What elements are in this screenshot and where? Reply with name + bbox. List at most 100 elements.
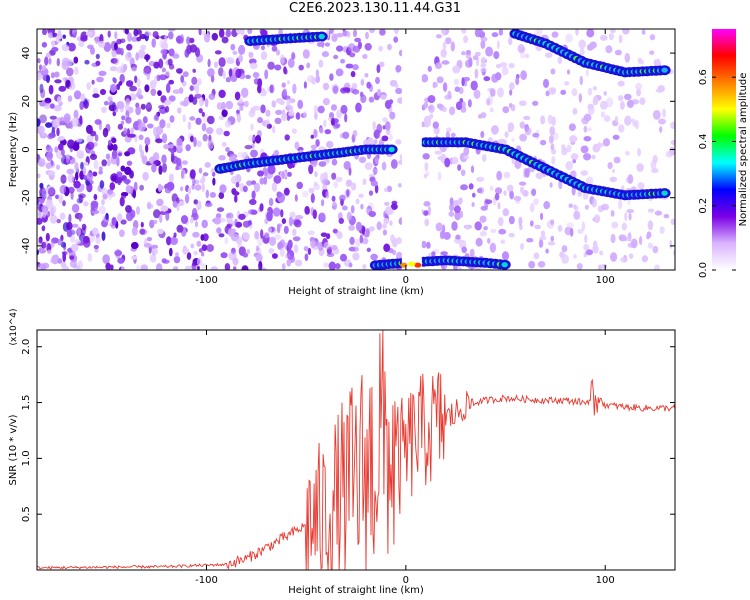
noise-speckle — [50, 72, 55, 79]
noise-speckle — [56, 218, 61, 224]
noise-speckle — [583, 113, 592, 122]
noise-speckle — [626, 209, 635, 214]
noise-speckle — [584, 204, 590, 210]
noise-speckle — [355, 238, 361, 247]
noise-speckle — [423, 201, 431, 207]
noise-speckle — [214, 50, 222, 55]
noise-speckle — [114, 250, 122, 257]
noise-speckle — [381, 161, 387, 171]
noise-speckle — [322, 97, 330, 106]
noise-speckle — [280, 54, 285, 64]
noise-speckle — [90, 202, 99, 212]
noise-speckle — [252, 72, 260, 78]
noise-speckle — [86, 82, 91, 90]
noise-speckle — [110, 58, 118, 64]
noise-speckle — [144, 137, 151, 146]
noise-speckle — [331, 195, 336, 202]
noise-speckle — [503, 171, 511, 179]
noise-speckle — [52, 119, 60, 128]
noise-speckle — [428, 104, 435, 113]
noise-speckle — [515, 196, 521, 204]
noise-speckle — [261, 45, 265, 51]
noise-speckle — [73, 263, 77, 269]
noise-speckle — [201, 183, 205, 192]
noise-speckle — [275, 109, 283, 115]
noise-speckle — [296, 181, 303, 190]
noise-speckle — [524, 127, 532, 136]
noise-speckle — [120, 165, 126, 172]
noise-speckle — [565, 33, 573, 43]
noise-speckle — [314, 181, 318, 187]
noise-speckle — [141, 155, 148, 165]
noise-speckle — [198, 29, 202, 36]
noise-speckle — [277, 241, 284, 250]
noise-speckle — [283, 187, 290, 196]
noise-speckle — [182, 71, 189, 78]
noise-speckle — [293, 219, 302, 228]
noise-speckle — [37, 217, 43, 225]
noise-speckle — [58, 143, 64, 151]
noise-speckle — [71, 203, 80, 213]
noise-speckle — [637, 182, 645, 190]
noise-speckle — [253, 182, 261, 193]
noise-speckle — [294, 141, 300, 150]
noise-speckle — [77, 260, 83, 270]
noise-speckle — [131, 226, 138, 236]
noise-speckle — [162, 259, 170, 264]
noise-speckle — [627, 174, 634, 184]
noise-speckle — [508, 62, 515, 69]
noise-speckle — [93, 159, 99, 170]
noise-speckle — [94, 36, 100, 44]
noise-speckle — [210, 266, 218, 270]
noise-speckle — [194, 93, 203, 99]
noise-speckle — [584, 234, 588, 243]
noise-speckle — [570, 153, 579, 161]
noise-speckle — [41, 126, 45, 137]
y-tick-label: 1.0 — [21, 450, 32, 466]
noise-speckle — [80, 161, 84, 170]
noise-speckle — [54, 146, 59, 153]
noise-speckle — [472, 55, 479, 61]
noise-speckle — [549, 135, 554, 144]
noise-speckle — [153, 61, 160, 69]
noise-speckle — [583, 125, 588, 133]
noise-speckle — [315, 75, 320, 83]
noise-speckle — [318, 59, 324, 68]
noise-speckle — [55, 194, 60, 200]
noise-speckle — [173, 266, 179, 270]
noise-speckle — [499, 62, 508, 68]
noise-speckle — [289, 98, 296, 103]
noise-speckle — [631, 118, 636, 124]
noise-speckle — [476, 58, 480, 67]
noise-speckle — [496, 170, 503, 181]
noise-speckle — [324, 129, 331, 135]
noise-speckle — [54, 71, 60, 78]
noise-speckle — [539, 239, 544, 248]
noise-speckle — [282, 88, 287, 97]
noise-speckle — [625, 151, 630, 156]
noise-speckle — [177, 107, 182, 114]
noise-speckle — [358, 156, 367, 163]
noise-speckle — [39, 190, 47, 195]
noise-speckle — [435, 62, 442, 69]
noise-speckle — [532, 132, 540, 138]
noise-speckle — [142, 171, 149, 181]
noise-speckle — [274, 117, 282, 125]
noise-speckle — [200, 234, 205, 241]
noise-speckle — [486, 98, 490, 106]
noise-speckle — [452, 65, 461, 74]
noise-speckle — [509, 89, 513, 96]
noise-speckle — [93, 87, 98, 96]
noise-speckle — [321, 199, 325, 207]
noise-speckle — [168, 63, 175, 70]
noise-speckle — [510, 104, 516, 112]
noise-speckle — [125, 116, 132, 124]
noise-speckle — [598, 264, 602, 270]
noise-speckle — [238, 44, 246, 55]
noise-speckle — [621, 222, 627, 231]
noise-speckle — [340, 198, 344, 206]
noise-speckle — [268, 197, 274, 207]
noise-speckle — [587, 87, 593, 96]
noise-speckle — [156, 263, 163, 270]
noise-speckle — [244, 144, 253, 150]
